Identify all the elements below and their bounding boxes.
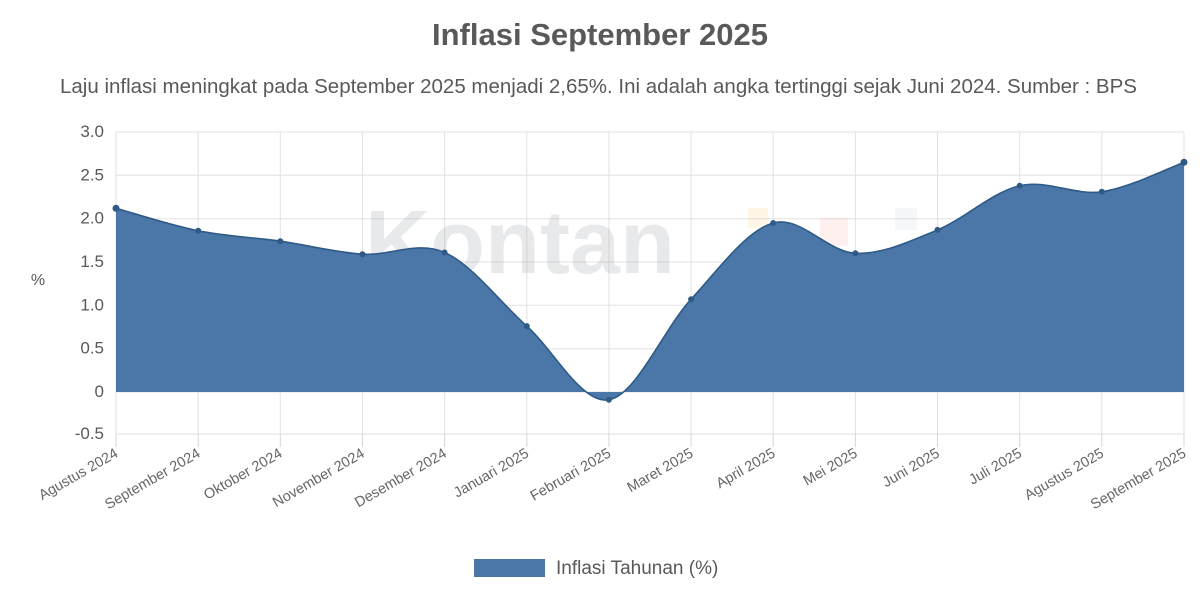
svg-text:1.0: 1.0 (80, 295, 104, 314)
svg-text:2.5: 2.5 (80, 165, 104, 184)
svg-text:Juli 2025: Juli 2025 (966, 446, 1024, 489)
svg-text:Februari 2025: Februari 2025 (528, 446, 614, 505)
svg-text:Inflasi Tahunan (%): Inflasi Tahunan (%) (556, 558, 718, 579)
svg-text:%: % (31, 272, 45, 289)
svg-text:3.0: 3.0 (80, 122, 104, 141)
svg-text:Mei 2025: Mei 2025 (801, 446, 861, 490)
svg-text:0: 0 (95, 382, 104, 401)
svg-text:-0.5: -0.5 (75, 424, 104, 443)
svg-text:Juni 2025: Juni 2025 (880, 446, 942, 491)
svg-text:November 2024: November 2024 (270, 446, 367, 511)
svg-text:0.5: 0.5 (80, 339, 104, 358)
svg-text:Januari 2025: Januari 2025 (451, 446, 532, 502)
svg-text:Maret 2025: Maret 2025 (625, 446, 697, 497)
svg-text:April 2025: April 2025 (714, 446, 779, 493)
svg-text:2.0: 2.0 (80, 209, 104, 228)
svg-text:Desember 2024: Desember 2024 (352, 446, 449, 511)
svg-text:1.5: 1.5 (80, 252, 104, 271)
